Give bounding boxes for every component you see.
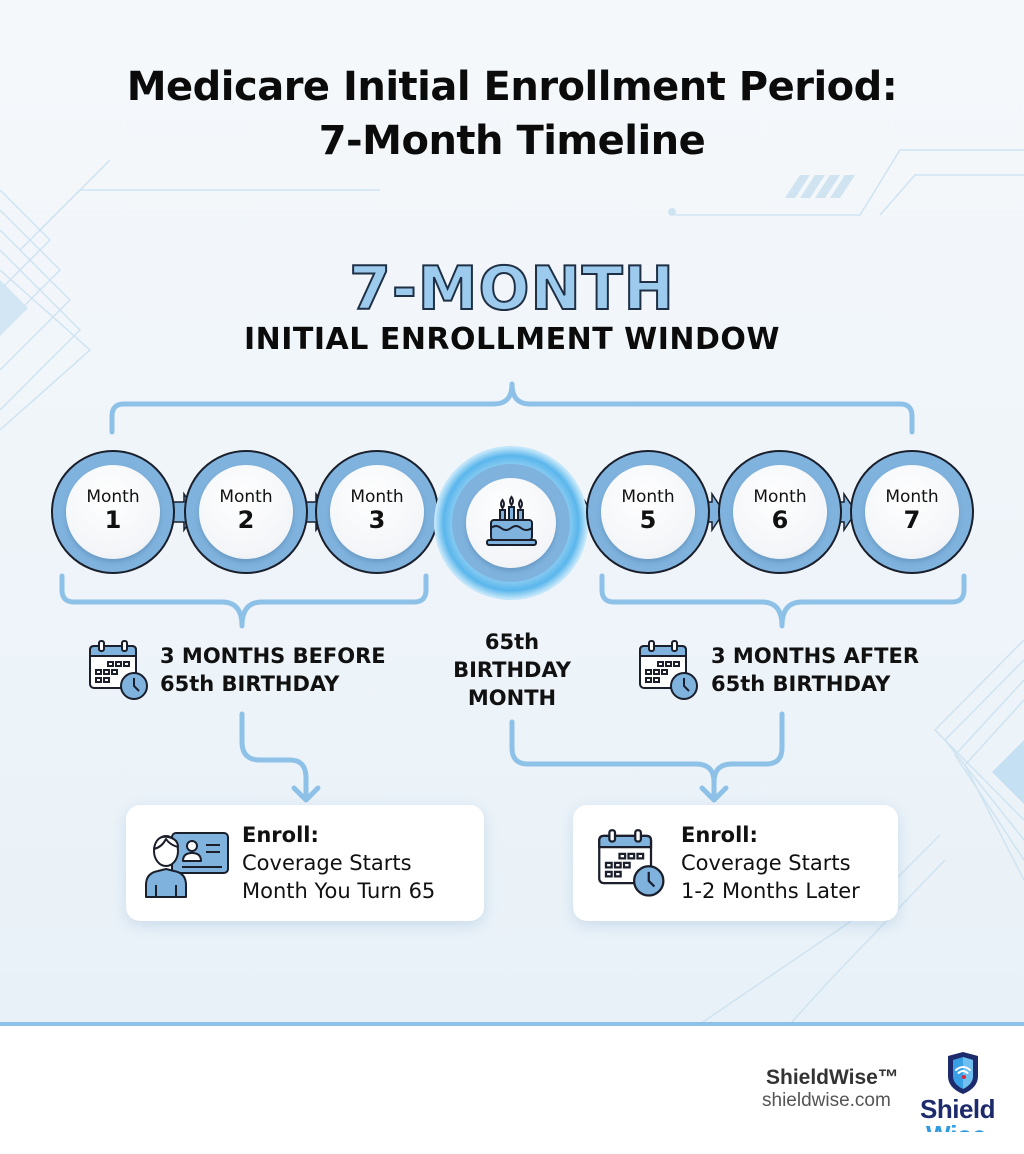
- card-late-line-1: Coverage Starts: [681, 851, 851, 875]
- month-label: Month: [885, 487, 939, 507]
- logo-wordmark-2: Wise: [926, 1122, 986, 1132]
- logo-wordmark: Shield: [920, 1094, 996, 1124]
- title-line-2: 7-Month Timeline: [318, 118, 706, 164]
- footer: [0, 1026, 1024, 1154]
- person-id-card-icon: [145, 832, 229, 898]
- calendar-clock-icon: [89, 640, 148, 700]
- card-early-line-1: Coverage Starts: [242, 851, 412, 875]
- month-1-node: Month 1: [51, 450, 175, 574]
- birthday-month-node: [434, 446, 588, 600]
- birthday-cake-icon: [486, 495, 537, 546]
- calendar-clock-icon: [598, 829, 665, 897]
- page-title: Medicare Initial Enrollment Period: 7-Mo…: [0, 60, 1024, 168]
- month-number: 3: [368, 506, 386, 534]
- month-3-node: Month 3: [315, 450, 439, 574]
- infographic-canvas: Medicare Initial Enrollment Period: 7-Mo…: [0, 0, 1024, 1024]
- segment-after-label: 3 MONTHS AFTER 65th BIRTHDAY: [711, 642, 919, 698]
- headline-enrollment-window: INITIAL ENROLLMENT WINDOW: [244, 322, 780, 357]
- card-early-heading: Enroll:: [242, 823, 319, 847]
- headline-7-month: 7-MONTH: [348, 253, 675, 325]
- card-early-line-2: Month You Turn 65: [242, 879, 436, 903]
- month-label: Month: [753, 487, 807, 507]
- calendar-clock-icon: [639, 640, 698, 700]
- month-label: Month: [350, 487, 404, 507]
- segment-before-line-1: 3 MONTHS BEFORE: [160, 644, 386, 668]
- month-number: 1: [104, 506, 122, 534]
- card-late-heading: Enroll:: [681, 823, 758, 847]
- brand-name: ShieldWise™: [766, 1066, 899, 1089]
- month-number: 5: [639, 506, 657, 534]
- brand-url[interactable]: shieldwise.com: [762, 1090, 891, 1111]
- month-label: Month: [621, 487, 675, 507]
- segment-birthday-line-1: 65th: [484, 630, 540, 654]
- month-number: 7: [903, 506, 921, 534]
- segment-birthday-label: 65th BIRTHDAY MONTH: [440, 628, 584, 712]
- month-6-node: Month 6: [718, 450, 842, 574]
- month-number: 6: [771, 506, 789, 534]
- title-line-1: Medicare Initial Enrollment Period:: [126, 64, 898, 110]
- enroll-early-card: Enroll: Coverage Starts Month You Turn 6…: [126, 805, 484, 921]
- segment-after-line-2: 65th BIRTHDAY: [711, 672, 891, 696]
- shield-wifi-logo-icon: [948, 1052, 978, 1094]
- segment-birthday-line-2: BIRTHDAY: [453, 658, 571, 682]
- month-label: Month: [219, 487, 273, 507]
- month-7-node: Month 7: [850, 450, 974, 574]
- month-5-node: Month 5: [586, 450, 710, 574]
- footer-divider: [0, 1022, 1024, 1026]
- month-label: Month: [86, 487, 140, 507]
- segment-after-line-1: 3 MONTHS AFTER: [711, 644, 920, 668]
- segment-before-line-2: 65th BIRTHDAY: [160, 672, 340, 696]
- segment-before-label: 3 MONTHS BEFORE 65th BIRTHDAY: [160, 642, 386, 698]
- enroll-late-card: Enroll: Coverage Starts 1-2 Months Later: [573, 805, 898, 921]
- month-2-node: Month 2: [184, 450, 308, 574]
- month-number: 2: [237, 506, 255, 534]
- card-late-line-2: 1-2 Months Later: [681, 879, 860, 903]
- segment-birthday-line-3: MONTH: [467, 686, 557, 710]
